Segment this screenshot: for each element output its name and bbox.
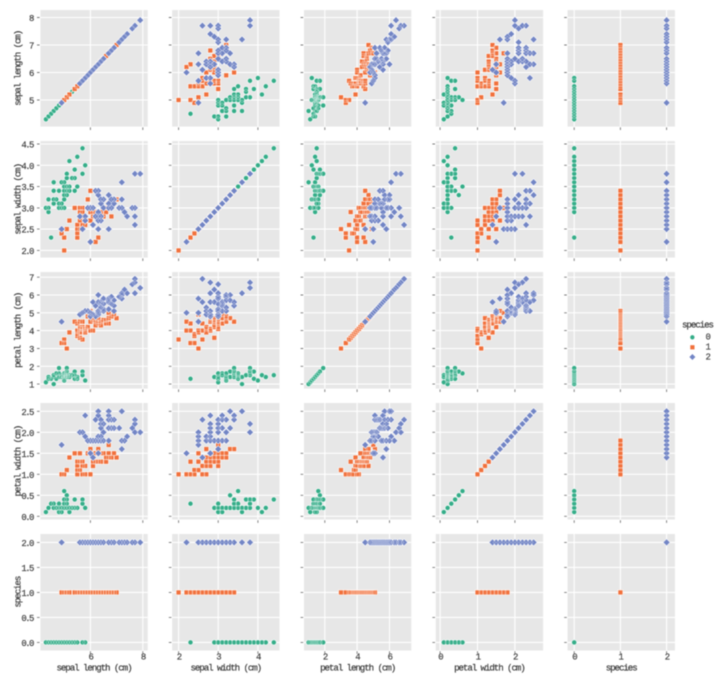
svg-text:6: 6 (88, 653, 93, 663)
svg-text:4.5: 4.5 (21, 141, 34, 151)
svg-text:2: 2 (29, 363, 34, 373)
svg-text:2.5: 2.5 (21, 408, 34, 418)
svg-text:8: 8 (141, 653, 146, 663)
svg-text:6: 6 (388, 653, 393, 663)
svg-text:4: 4 (29, 327, 34, 337)
svg-text:1: 1 (618, 653, 623, 663)
svg-text:4: 4 (355, 653, 360, 663)
svg-text:2: 2 (177, 653, 182, 663)
svg-text:3: 3 (216, 653, 221, 663)
svg-text:1: 1 (706, 343, 711, 353)
svg-text:petal width (cm): petal width (cm) (454, 662, 525, 673)
svg-text:sepal length (cm): sepal length (cm) (13, 31, 24, 106)
svg-text:7: 7 (29, 42, 34, 52)
svg-text:2.5: 2.5 (21, 226, 34, 236)
svg-text:2.0: 2.0 (21, 247, 34, 257)
svg-text:sepal width (cm): sepal width (cm) (13, 164, 24, 235)
svg-text:2: 2 (665, 653, 670, 663)
svg-text:1: 1 (29, 381, 34, 391)
svg-text:6: 6 (29, 69, 34, 79)
svg-text:7: 7 (29, 274, 34, 284)
svg-text:petal length (cm): petal length (cm) (320, 662, 395, 673)
svg-text:6: 6 (29, 292, 34, 302)
svg-text:0.0: 0.0 (21, 639, 34, 649)
svg-text:2: 2 (706, 352, 711, 362)
svg-text:species: species (13, 576, 24, 607)
svg-text:0: 0 (706, 333, 711, 343)
svg-text:1.0: 1.0 (21, 471, 34, 481)
svg-text:8: 8 (29, 14, 34, 24)
svg-text:1: 1 (476, 653, 481, 663)
svg-text:5: 5 (29, 309, 34, 319)
svg-text:3.5: 3.5 (21, 183, 34, 193)
svg-text:0.5: 0.5 (21, 492, 34, 502)
svg-text:2.0: 2.0 (21, 429, 34, 439)
svg-text:3.0: 3.0 (21, 204, 34, 214)
svg-text:0: 0 (572, 653, 577, 663)
svg-text:4.0: 4.0 (21, 162, 34, 172)
svg-text:0: 0 (438, 653, 443, 663)
svg-text:species: species (682, 320, 713, 331)
svg-text:petal width (cm): petal width (cm) (13, 426, 24, 497)
svg-text:5: 5 (29, 97, 34, 107)
svg-text:1.5: 1.5 (21, 564, 34, 574)
svg-text:2.0: 2.0 (21, 539, 34, 549)
svg-text:species: species (606, 662, 637, 673)
svg-text:4: 4 (256, 653, 261, 663)
svg-text:sepal width (cm): sepal width (cm) (190, 662, 261, 673)
svg-text:3: 3 (29, 345, 34, 355)
svg-text:1.0: 1.0 (21, 589, 34, 599)
svg-text:0.0: 0.0 (21, 513, 34, 523)
svg-text:sepal length (cm): sepal length (cm) (56, 662, 131, 673)
svg-text:1.5: 1.5 (21, 450, 34, 460)
svg-text:2: 2 (513, 653, 518, 663)
svg-text:0.5: 0.5 (21, 614, 34, 624)
svg-text:petal length (cm): petal length (cm) (13, 293, 24, 368)
svg-text:2: 2 (323, 653, 328, 663)
